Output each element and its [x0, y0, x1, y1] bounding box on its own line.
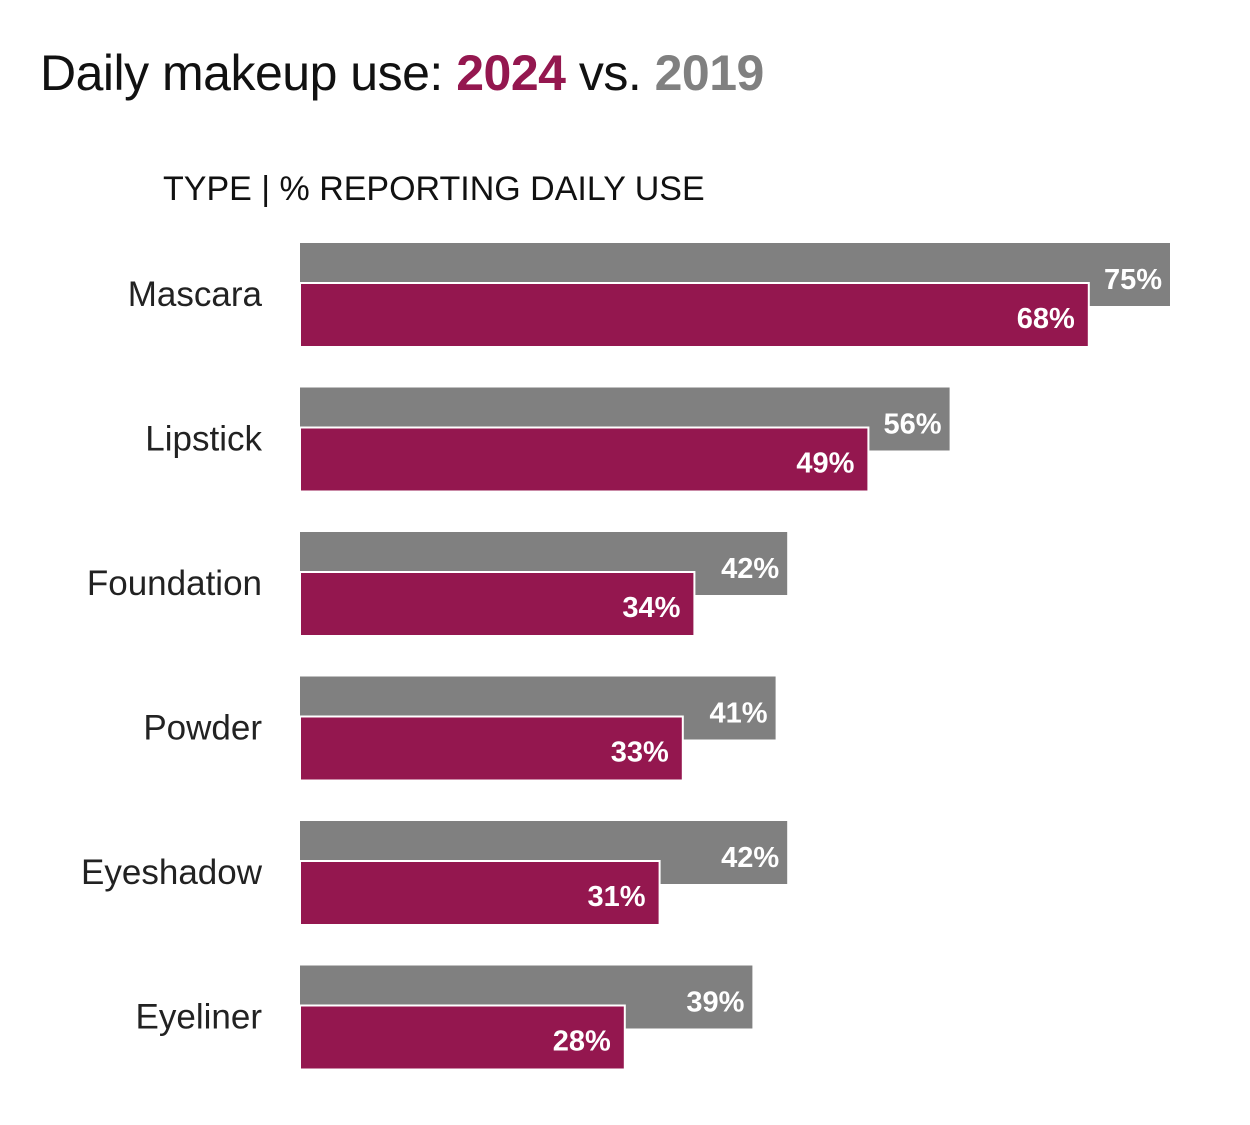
- bar-2024-foundation: [299, 571, 696, 637]
- bar-2024-lipstick: [299, 426, 870, 493]
- value-label-2019-foundation: 42%: [721, 553, 779, 585]
- title-prefix: Daily makeup use:: [40, 45, 457, 101]
- value-label-2024-foundation: 34%: [622, 592, 680, 624]
- value-label-2019-mascara: 75%: [1104, 264, 1162, 296]
- category-label-lipstick: Lipstick: [145, 420, 262, 459]
- category-label-eyeliner: Eyeliner: [136, 998, 263, 1037]
- title-year-2024: 2024: [456, 45, 566, 101]
- category-label-foundation: Foundation: [87, 564, 262, 603]
- value-label-2019-lipstick: 56%: [884, 409, 942, 441]
- bar-2024-eyeliner: [299, 1004, 626, 1071]
- bar-2024-mascara: [299, 282, 1090, 348]
- category-label-mascara: Mascara: [128, 275, 263, 314]
- value-label-2019-eyeliner: 39%: [686, 987, 744, 1019]
- value-label-2024-powder: 33%: [611, 737, 669, 769]
- title-year-2019: 2019: [654, 45, 765, 101]
- chart-subtitle: TYPE | % REPORTING DAILY USE: [163, 170, 705, 208]
- category-label-powder: Powder: [143, 709, 262, 748]
- bar-2024-eyeshadow: [299, 860, 661, 926]
- value-label-2024-eyeliner: 28%: [553, 1026, 611, 1058]
- chart-title: Daily makeup use: 2024 vs. 2019: [40, 44, 764, 102]
- value-label-2024-eyeshadow: 31%: [588, 881, 646, 913]
- value-label-2024-mascara: 68%: [1017, 303, 1075, 335]
- title-middle: vs.: [565, 45, 655, 101]
- bar-2024-powder: [299, 715, 684, 782]
- value-label-2024-lipstick: 49%: [796, 448, 854, 480]
- value-label-2019-powder: 41%: [710, 698, 768, 730]
- category-label-eyeshadow: Eyeshadow: [81, 853, 263, 892]
- value-label-2019-eyeshadow: 42%: [721, 842, 779, 874]
